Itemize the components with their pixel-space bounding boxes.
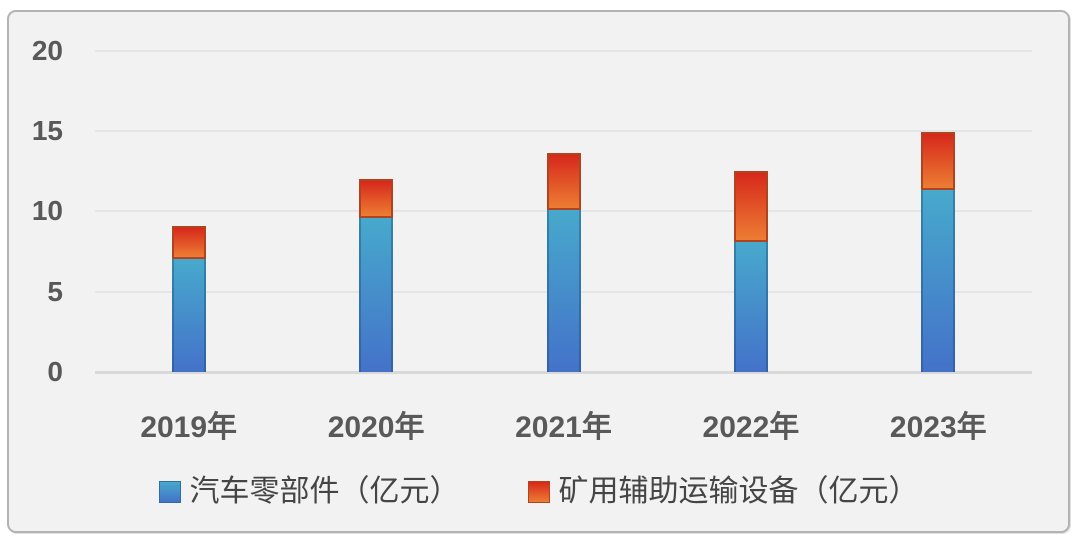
legend-label-auto-parts: 汽车零部件（亿元） (189, 475, 460, 508)
y-axis-tick-label: 5 (47, 275, 63, 307)
x-axis-label-2019: 2019年 (140, 411, 238, 444)
bar-segment-mining-equipment-2020年 (359, 179, 394, 218)
gridline-y-0 (95, 371, 1032, 374)
y-axis-tick-label: 20 (31, 34, 63, 66)
legend: 汽车零部件（亿元） 矿用辅助运输设备（亿元） (9, 470, 1068, 514)
bar-segment-auto-parts-2021年 (546, 209, 581, 372)
x-axis-label-2020: 2020年 (327, 411, 425, 444)
chart-card: 0 5 10 15 20 2019年 2020年 2021年 2022年 2023年 汽车零部件（… (7, 10, 1070, 533)
bar-segment-mining-equipment-2019年 (171, 225, 206, 260)
y-axis-tick-label: 10 (31, 195, 63, 227)
plot-area: 0 5 10 15 20 2019年 2020年 2021年 2022年 2023年 (9, 12, 1068, 531)
y-axis-tick-label: 15 (31, 114, 63, 146)
gridline-y-15 (95, 129, 1032, 132)
bar-segment-mining-equipment-2021年 (546, 153, 581, 210)
legend-key-icon-auto-parts (158, 481, 181, 503)
gridline-y-20 (95, 49, 1032, 52)
x-axis-label-2021: 2021年 (515, 411, 612, 444)
bar-segment-auto-parts-2020年 (359, 217, 394, 372)
legend-item-mining-equipment: 矿用辅助运输设备（亿元） (527, 475, 919, 509)
bar-segment-auto-parts-2019年 (171, 259, 206, 372)
legend-key-icon-mining-equipment (527, 481, 550, 503)
legend-item-auto-parts: 汽车零部件（亿元） (158, 475, 460, 509)
y-axis-tick-label: 0 (47, 356, 63, 387)
bar-segment-mining-equipment-2023年 (921, 132, 956, 191)
x-axis-label-2022: 2022年 (702, 411, 800, 444)
x-axis-label-2023: 2023年 (889, 411, 987, 444)
bar-segment-auto-parts-2023年 (921, 190, 956, 372)
legend-label-mining-equipment: 矿用辅助运输设备（亿元） (558, 475, 919, 508)
bar-segment-auto-parts-2022年 (733, 241, 768, 372)
bar-segment-mining-equipment-2022年 (733, 171, 768, 242)
